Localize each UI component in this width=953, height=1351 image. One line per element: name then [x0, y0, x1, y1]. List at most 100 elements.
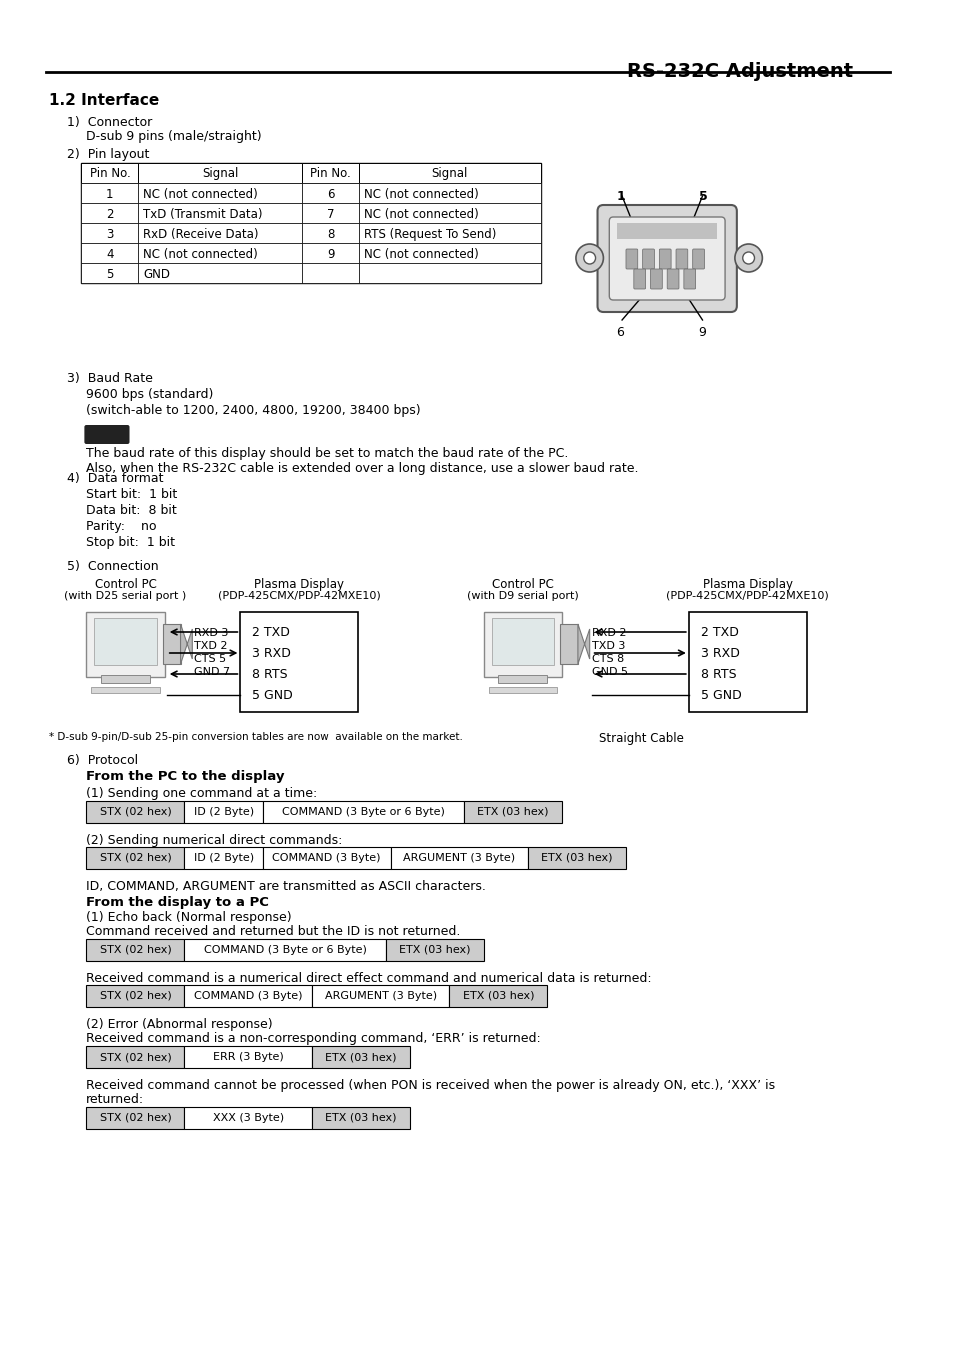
Circle shape	[734, 245, 761, 272]
Text: 5: 5	[106, 267, 113, 281]
Text: 9600 bps (standard): 9600 bps (standard)	[87, 388, 213, 401]
Text: ETX (03 hex): ETX (03 hex)	[325, 1052, 396, 1062]
Bar	[312, 1046, 410, 1069]
Bar	[358, 163, 540, 182]
Text: ETX (03 hex): ETX (03 hex)	[325, 1113, 396, 1123]
Bar	[617, 223, 717, 239]
Text: 9: 9	[698, 326, 706, 339]
Bar	[491, 617, 554, 665]
Bar	[81, 203, 138, 223]
Bar	[81, 163, 138, 182]
Text: Received command is a non-corresponding command, ‘ERR’ is returned:: Received command is a non-corresponding …	[87, 1032, 540, 1046]
Bar	[497, 676, 547, 684]
FancyBboxPatch shape	[683, 269, 695, 289]
Bar	[449, 985, 547, 1006]
Text: 3 RXD: 3 RXD	[700, 647, 739, 661]
Bar	[358, 182, 540, 203]
Text: NC (not connected): NC (not connected)	[364, 188, 478, 201]
Bar	[184, 1046, 312, 1069]
Polygon shape	[578, 624, 589, 663]
Text: (2) Error (Abnormal response): (2) Error (Abnormal response)	[87, 1019, 273, 1031]
Text: Parity:    no: Parity: no	[87, 520, 156, 534]
Text: 3: 3	[106, 228, 113, 240]
Text: Plasma Display: Plasma Display	[254, 578, 344, 590]
Text: COMMAND (3 Byte or 6 Byte): COMMAND (3 Byte or 6 Byte)	[282, 807, 444, 817]
Text: 1: 1	[106, 188, 113, 201]
Bar	[302, 263, 358, 282]
Text: CTS 5: CTS 5	[194, 654, 226, 663]
Text: 8 RTS: 8 RTS	[700, 667, 736, 681]
Text: Data bit:  8 bit: Data bit: 8 bit	[87, 504, 177, 517]
Text: ARGUMENT (3 Byte): ARGUMENT (3 Byte)	[403, 852, 515, 863]
FancyBboxPatch shape	[642, 249, 654, 269]
Text: NC (not connected): NC (not connected)	[143, 249, 257, 261]
Bar	[302, 163, 358, 182]
Text: TxD (Transmit Data): TxD (Transmit Data)	[143, 208, 262, 222]
Text: CTS 8: CTS 8	[591, 654, 623, 663]
Text: ETX (03 hex): ETX (03 hex)	[540, 852, 612, 863]
Text: Also, when the RS-232C cable is extended over a long distance, use a slower baud: Also, when the RS-232C cable is extended…	[87, 462, 639, 476]
Text: 4)  Data format: 4) Data format	[67, 471, 163, 485]
Text: (switch-able to 1200, 2400, 4800, 19200, 38400 bps): (switch-able to 1200, 2400, 4800, 19200,…	[87, 404, 420, 417]
Text: GND 7: GND 7	[194, 667, 231, 677]
FancyBboxPatch shape	[676, 249, 687, 269]
Text: COMMAND (3 Byte or 6 Byte): COMMAND (3 Byte or 6 Byte)	[203, 944, 366, 955]
Text: ID (2 Byte): ID (2 Byte)	[193, 852, 253, 863]
Text: (1) Echo back (Normal response): (1) Echo back (Normal response)	[87, 911, 292, 924]
Bar	[87, 847, 184, 869]
Bar	[184, 939, 385, 961]
Bar	[483, 612, 561, 677]
Bar	[358, 223, 540, 243]
Bar	[138, 223, 302, 243]
Text: 4: 4	[106, 249, 113, 261]
Text: NC (not connected): NC (not connected)	[364, 208, 478, 222]
Text: 2)  Pin layout: 2) Pin layout	[67, 149, 149, 161]
Circle shape	[576, 245, 603, 272]
Text: ID (2 Byte): ID (2 Byte)	[193, 807, 253, 817]
Bar	[312, 985, 449, 1006]
Text: ID, COMMAND, ARGUMENT are transmitted as ASCII characters.: ID, COMMAND, ARGUMENT are transmitted as…	[87, 880, 486, 893]
Text: 5: 5	[698, 190, 706, 203]
Bar	[302, 243, 358, 263]
Bar	[81, 163, 540, 282]
Text: 5 GND: 5 GND	[700, 689, 740, 703]
Text: GND: GND	[143, 267, 170, 281]
Text: (with D9 serial port): (with D9 serial port)	[467, 590, 578, 601]
Text: STX (02 hex): STX (02 hex)	[99, 1113, 172, 1123]
Text: Stop bit:  1 bit: Stop bit: 1 bit	[87, 536, 175, 549]
Bar	[87, 985, 184, 1006]
Text: XXX (3 Byte): XXX (3 Byte)	[213, 1113, 283, 1123]
FancyBboxPatch shape	[650, 269, 661, 289]
Text: 9: 9	[327, 249, 335, 261]
Circle shape	[742, 253, 754, 263]
Text: Straight Cable: Straight Cable	[598, 732, 682, 744]
Bar	[81, 223, 138, 243]
FancyBboxPatch shape	[625, 249, 638, 269]
Text: ETX (03 hex): ETX (03 hex)	[462, 992, 534, 1001]
Text: Pin No.: Pin No.	[310, 168, 351, 180]
Bar	[390, 847, 527, 869]
Text: STX (02 hex): STX (02 hex)	[99, 992, 172, 1001]
Text: Signal: Signal	[431, 168, 468, 180]
Text: STX (02 hex): STX (02 hex)	[99, 807, 172, 817]
Text: ETX (03 hex): ETX (03 hex)	[398, 944, 470, 955]
Text: 3 RXD: 3 RXD	[252, 647, 291, 661]
Text: ARGUMENT (3 Byte): ARGUMENT (3 Byte)	[324, 992, 436, 1001]
Bar	[302, 182, 358, 203]
Bar	[138, 263, 302, 282]
Text: Command received and returned but the ID is not returned.: Command received and returned but the ID…	[87, 925, 460, 938]
Bar	[163, 624, 180, 663]
Text: NC (not connected): NC (not connected)	[364, 249, 478, 261]
Bar	[91, 688, 160, 693]
Text: COMMAND (3 Byte): COMMAND (3 Byte)	[273, 852, 380, 863]
Bar	[559, 624, 578, 663]
Bar	[385, 939, 483, 961]
Bar	[263, 801, 463, 823]
Text: NC (not connected): NC (not connected)	[143, 188, 257, 201]
Bar	[184, 847, 263, 869]
Bar	[263, 847, 390, 869]
Text: Received command cannot be processed (when PON is received when the power is alr: Received command cannot be processed (wh…	[87, 1079, 775, 1092]
Bar	[688, 612, 805, 712]
FancyBboxPatch shape	[659, 249, 670, 269]
Bar	[138, 163, 302, 182]
